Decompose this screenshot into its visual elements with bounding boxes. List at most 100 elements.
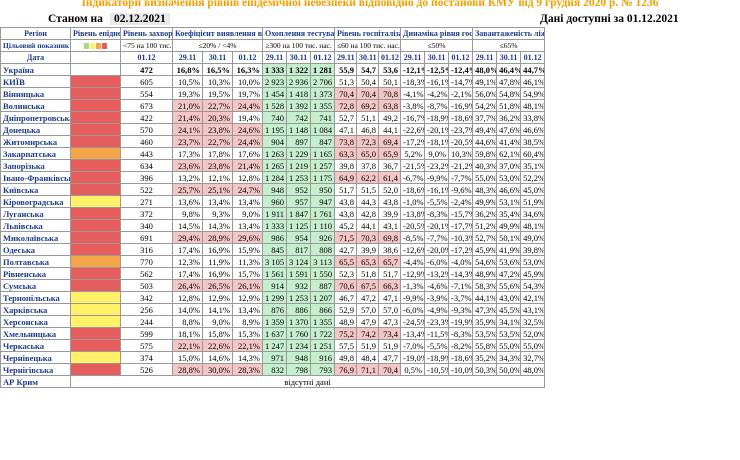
beds-value: 49,9% [496, 219, 522, 232]
hosp-value: 62,2 [356, 171, 380, 184]
detection-value: 18,1% [172, 327, 203, 340]
testing-value: 1 355 [309, 315, 336, 328]
header-detection: Коефіцієнт виявлення випадків інфікуванн… [172, 27, 263, 40]
testing-value: 1 195 [262, 123, 287, 136]
beds-value: 51,8% [496, 99, 522, 112]
hosp-dyn-value: -16,1% [424, 75, 450, 88]
beds-value: 52,2% [520, 171, 546, 184]
detection-value: 17,8% [202, 147, 233, 160]
data-available-note: Дані доступні за 01.12.2021 [540, 13, 679, 25]
detection-value: 11,9% [202, 255, 233, 268]
testing-value: 817 [286, 243, 311, 256]
beds-value: 32,5% [520, 315, 546, 328]
detection-value: 23,8% [202, 159, 233, 172]
hosp-dyn-value: -10,0% [448, 363, 474, 376]
detection-value: 22,7% [202, 135, 233, 148]
beds-value: 41,9% [496, 243, 522, 256]
beds-value: 50,0% [496, 363, 522, 376]
hosp-dyn-value: -8,3% [424, 207, 450, 220]
beds-value: 35,4% [496, 207, 522, 220]
hosp-dyn-value: -20,1% [424, 219, 450, 232]
hosp-value: 39,9 [356, 243, 380, 256]
hosp-dyn-value: -21,2% [448, 159, 474, 172]
region-name: Київська [0, 183, 71, 196]
hosp-value: 74,2 [356, 327, 380, 340]
beds-value: 49,0% [520, 231, 546, 244]
beds-value: 40,3% [472, 159, 498, 172]
beds-value: 54,6% [472, 255, 498, 268]
testing-value: 960 [262, 195, 287, 208]
testing-value: 1 165 [309, 147, 336, 160]
testing-value: 1 247 [262, 339, 287, 352]
morbidity-value: 396 [120, 171, 173, 184]
hosp-dyn-value: -18,6% [448, 111, 474, 124]
hosp-value: 43,8 [334, 195, 358, 208]
table-row: Волинська 673 21,0% 22,7% 24,4% 1 528 1 392 1 3… [0, 99, 546, 112]
hosp-dyn-value: -17,7% [448, 219, 474, 232]
level-cell [70, 99, 121, 112]
testing-value: 1 253 [286, 291, 311, 304]
hosp-value: 57,0 [356, 303, 380, 316]
hosp-dyn-value: -22,6% [400, 123, 426, 136]
detection-value: 24,7% [232, 183, 263, 196]
hosp-value: 73,8 [334, 135, 358, 148]
morbidity-value: 526 [120, 363, 173, 376]
hosp-dyn-value: -20,1% [424, 123, 450, 136]
table-row: Житомирська 460 23,7% 22,7% 24,4% 904 897 847 73… [0, 135, 546, 148]
hosp-dyn-value: -8,3% [448, 327, 474, 340]
region-name: Харківська [0, 303, 71, 316]
hosp-dyn-value: -14,3% [448, 267, 474, 280]
hosp-dyn-value: -16,9% [448, 99, 474, 112]
hosp-value: 52,7 [334, 111, 358, 124]
date-morb: 01.12 [120, 51, 173, 64]
table-row: Черкаська 575 22,1% 22,6% 22,1% 1 247 1 234 1 2… [0, 339, 546, 352]
hosp-dyn-value: -2,1% [448, 87, 474, 100]
testing-value: 1 322 [286, 63, 311, 76]
detection-value: 22,1% [172, 339, 203, 352]
testing-value: 1 084 [309, 123, 336, 136]
region-name: Закарпатська [0, 147, 71, 160]
beds-value: 32,7% [520, 351, 546, 364]
hosp-dyn-value: -11,5% [424, 327, 450, 340]
morbidity-value: 374 [120, 351, 173, 364]
testing-value: 1 355 [309, 99, 336, 112]
table-row: Вінницька 554 19,3% 19,5% 19,7% 1 454 1 418 1 3… [0, 87, 546, 100]
level-cell [70, 243, 121, 256]
beds-value: 43,0% [496, 291, 522, 304]
date-cell: 01.12 [378, 51, 402, 64]
hosp-dyn-value: -18,9% [424, 351, 450, 364]
date-cell: 29.11 [172, 51, 203, 64]
beds-value: 46,6% [496, 183, 522, 196]
beds-value: 45,9% [472, 243, 498, 256]
hosp-value: 44,3 [356, 195, 380, 208]
detection-value: 26,1% [232, 279, 263, 292]
level-cell [70, 183, 121, 196]
date-cell: 29.11 [472, 51, 498, 64]
testing-value: 1 418 [286, 87, 311, 100]
region-name: Житомирська [0, 135, 71, 148]
testing-value: 1 219 [286, 159, 311, 172]
date-cell: 29.11 [334, 51, 358, 64]
beds-value: 52,7% [472, 231, 498, 244]
hosp-value: 47,1 [334, 123, 358, 136]
testing-value: 793 [309, 363, 336, 376]
level-cell [70, 195, 121, 208]
testing-value: 1 911 [262, 207, 287, 220]
hosp-value: 52,0 [378, 183, 402, 196]
hosp-dyn-value: -1,0% [400, 195, 426, 208]
hosp-value: 44,1 [356, 219, 380, 232]
hosp-value: 70,3 [356, 231, 380, 244]
morbidity-value: 503 [120, 279, 173, 292]
morbidity-value: 522 [120, 183, 173, 196]
beds-value: 53,6% [496, 255, 522, 268]
table-row: Тернопільська 342 12,8% 12,9% 12,9% 1 299 1 25… [0, 291, 546, 304]
target-hosp: ≤60 на 100 тис. нас. [334, 39, 402, 52]
hosp-dyn-value: -10,3% [448, 231, 474, 244]
testing-value: 866 [309, 303, 336, 316]
detection-value: 24,6% [232, 123, 263, 136]
hosp-value: 51,9 [378, 339, 402, 352]
hosp-dyn-value: -12,4% [448, 63, 474, 76]
testing-value: 954 [286, 231, 311, 244]
hosp-value: 70,8 [378, 87, 402, 100]
hosp-value: 47,9 [356, 315, 380, 328]
